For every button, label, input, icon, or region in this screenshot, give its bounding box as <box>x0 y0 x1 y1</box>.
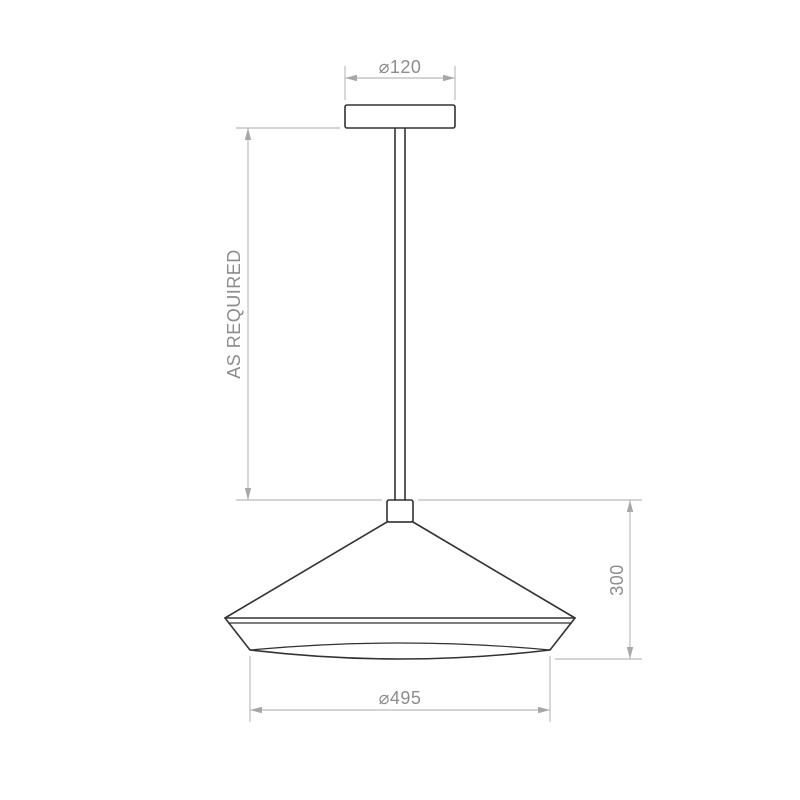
technical-drawing: ⌀120 AS REQUIRED <box>0 0 800 800</box>
dimension-rod-length: AS REQUIRED <box>224 128 382 500</box>
rod-length-label: AS REQUIRED <box>224 249 244 379</box>
dimension-shade-height: 300 <box>418 500 642 659</box>
shade-diameter-label: ⌀495 <box>379 688 422 708</box>
shade-height-label: 300 <box>607 564 627 596</box>
rod <box>395 128 405 500</box>
shade <box>225 522 575 659</box>
canopy <box>345 105 455 128</box>
dimension-shade-diameter: ⌀495 <box>250 656 550 722</box>
canopy-diameter-label: ⌀120 <box>379 57 422 77</box>
connector <box>387 500 413 522</box>
dimension-canopy-diameter: ⌀120 <box>345 57 455 100</box>
